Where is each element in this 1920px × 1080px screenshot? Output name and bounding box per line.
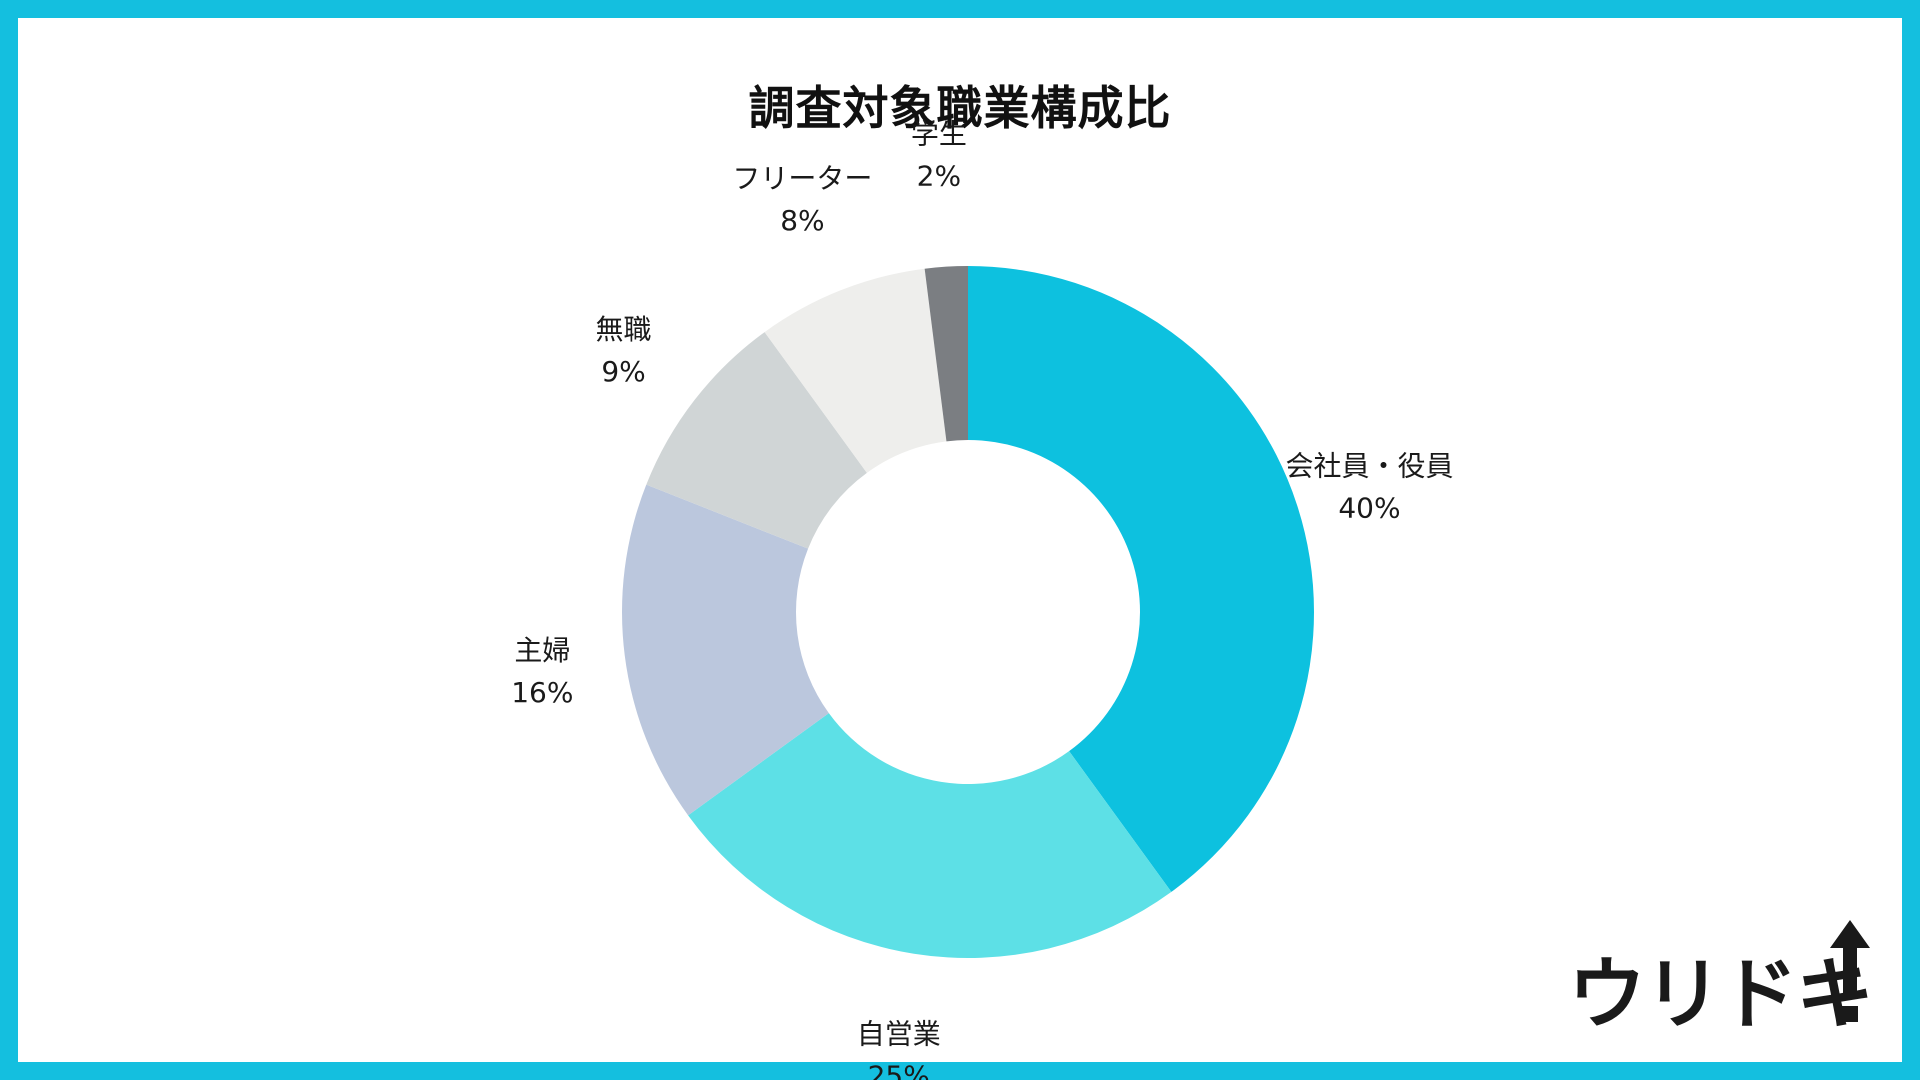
slice-label-value: 9% — [601, 355, 645, 388]
donut-slice — [924, 266, 968, 442]
donut-slice — [646, 332, 867, 549]
slice-label-value: 2% — [917, 159, 961, 192]
slice-label-value: 25% — [868, 1059, 930, 1080]
donut-slices — [622, 266, 1314, 958]
slice-label-name: 自営業 — [857, 1017, 941, 1050]
brand-logo: ウリドキ — [1568, 918, 1888, 1040]
up-arrow-icon — [1830, 920, 1870, 1022]
slice-label-name: 会社員・役員 — [1285, 450, 1453, 483]
slice-labels: 会社員・役員 40% 自営業 25% 主婦 16% 無職 9% フリーター 8% 学生 2% — [511, 117, 1453, 1080]
slice-label-value: 8% — [780, 204, 824, 237]
slice-label-value: 40% — [1338, 492, 1400, 525]
slice-label-name: フリーター — [732, 162, 872, 195]
slice-label-name: 主婦 — [514, 634, 570, 667]
slice-label-name: 無職 — [596, 313, 652, 346]
donut-slice — [622, 484, 829, 816]
donut-slice — [968, 266, 1314, 892]
slice-label-name: 学生 — [911, 117, 967, 150]
chart-title: 調査対象職業構成比 — [748, 81, 1172, 135]
donut-slice — [764, 268, 947, 473]
logo-text: ウリドキ — [1568, 950, 1874, 1040]
slice-label-value: 16% — [511, 676, 573, 709]
donut-slice — [688, 713, 1172, 958]
